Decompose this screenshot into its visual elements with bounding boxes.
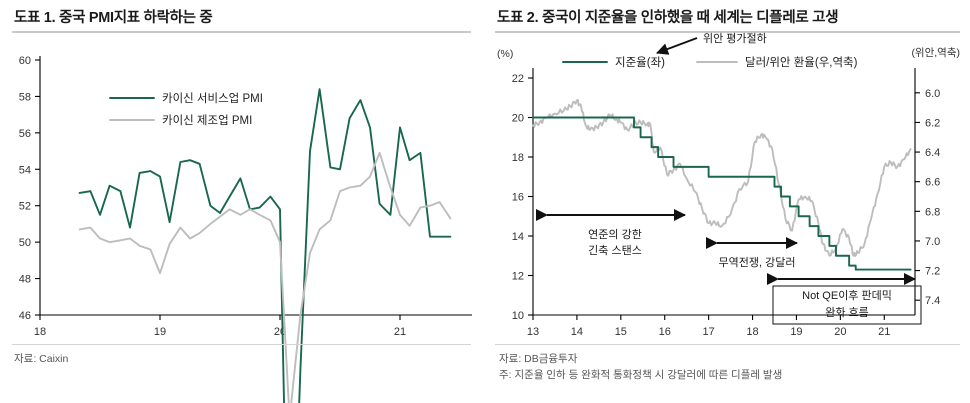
figure-1-footer-divider — [12, 344, 471, 345]
annotation-label-notqe-line1: Not QE이후 판데믹 — [802, 289, 892, 302]
svg-text:18: 18 — [746, 326, 758, 338]
svg-text:6.0: 6.0 — [925, 88, 940, 100]
svg-text:20: 20 — [834, 326, 846, 338]
annotation-yuan-devaluation: 위안 평가절하 — [656, 31, 767, 55]
svg-text:15: 15 — [615, 326, 627, 338]
svg-text:14: 14 — [571, 326, 583, 338]
svg-text:6.8: 6.8 — [925, 206, 940, 218]
svg-text:10: 10 — [512, 310, 524, 322]
svg-text:13: 13 — [527, 326, 539, 338]
legend-label-manufacturing: 카이신 제조업 PMI — [162, 114, 252, 127]
annotation-box-not-qe — [772, 285, 922, 325]
annotation-label-fed-line2: 긴축 스탠스 — [588, 244, 642, 257]
series-line — [78, 151, 452, 403]
svg-text:21: 21 — [394, 326, 406, 338]
series-line-rrr — [532, 116, 912, 271]
svg-text:18: 18 — [512, 152, 524, 164]
svg-text:12: 12 — [512, 271, 524, 283]
svg-text:56: 56 — [19, 128, 31, 140]
svg-text:22: 22 — [512, 73, 524, 85]
svg-text:7.4: 7.4 — [925, 295, 940, 307]
svg-text:21: 21 — [878, 326, 890, 338]
annotation-label-fed-line1: 연준의 강한 — [588, 228, 642, 241]
annotation-trade-war: 무역전쟁, 강달러 — [706, 237, 798, 269]
svg-text:52: 52 — [19, 201, 31, 213]
figure-2-title-divider — [495, 31, 960, 33]
annotation-label-trade-war: 무역전쟁, 강달러 — [719, 256, 796, 269]
annotation-label-yuan-devaluation: 위안 평가절하 — [703, 31, 767, 45]
figure-2-left-axis-unit: (%) — [497, 48, 514, 60]
legend-label-rrr: 지준율(좌) — [615, 56, 665, 69]
svg-text:6.4: 6.4 — [925, 147, 940, 159]
figure-2-panel: 도표 2. 중국이 지준율을 인하했을 때 세계는 디플레로 고생 (%) (위… — [485, 0, 970, 403]
annotation-label-notqe-line2: 완화 흐름 — [825, 306, 869, 319]
svg-text:54: 54 — [19, 164, 31, 176]
svg-text:19: 19 — [790, 326, 802, 338]
svg-text:48: 48 — [19, 274, 31, 286]
svg-text:18: 18 — [34, 326, 46, 338]
figure-1-source: 자료: Caixin — [14, 353, 69, 365]
svg-text:6.2: 6.2 — [925, 117, 940, 129]
svg-text:7.2: 7.2 — [925, 266, 940, 278]
svg-text:60: 60 — [19, 55, 31, 67]
svg-text:14: 14 — [512, 231, 524, 243]
svg-text:6.6: 6.6 — [925, 177, 940, 189]
svg-text:50: 50 — [19, 237, 31, 249]
series-line — [78, 88, 452, 403]
figure-2-source: 자료: DB금융투자 — [499, 353, 578, 365]
figure-1-panel: 도표 1. 중국 PMI지표 하락하는 중 46 48 50 52 54 56 58 60 18… — [12, 10, 472, 403]
svg-text:58: 58 — [19, 91, 31, 103]
figure-2-title: 도표 2. 중국이 지준율을 인하했을 때 세계는 디플레로 고생 — [497, 10, 839, 26]
figure-2-right-axis-unit: (위안,역축) — [911, 47, 960, 59]
figure-1-title-divider — [12, 31, 471, 33]
series-line-fx — [532, 98, 912, 258]
legend-label-service: 카이신 서비스업 PMI — [162, 92, 263, 105]
svg-text:19: 19 — [154, 326, 166, 338]
svg-text:46: 46 — [19, 310, 31, 322]
svg-text:20: 20 — [512, 113, 524, 125]
svg-text:16: 16 — [512, 192, 524, 204]
svg-text:17: 17 — [703, 326, 715, 338]
figure-1-title: 도표 1. 중국 PMI지표 하락하는 중 — [14, 10, 213, 26]
figure-2-chart: 10 12 14 16 18 20 22 6.0 6.2 6.4 6.6 6.8 7.0 7.2 7.4 13… — [512, 31, 941, 338]
figure-2-note: 주: 지준율 인하 등 완화적 통화정책 시 강달러에 따른 디플레 발생 — [499, 369, 783, 381]
figure-2-footer-divider — [495, 344, 960, 345]
svg-text:7.0: 7.0 — [925, 236, 940, 248]
svg-text:16: 16 — [659, 326, 671, 338]
legend-label-fx: 달러/위안 환율(우,역축) — [745, 55, 858, 69]
